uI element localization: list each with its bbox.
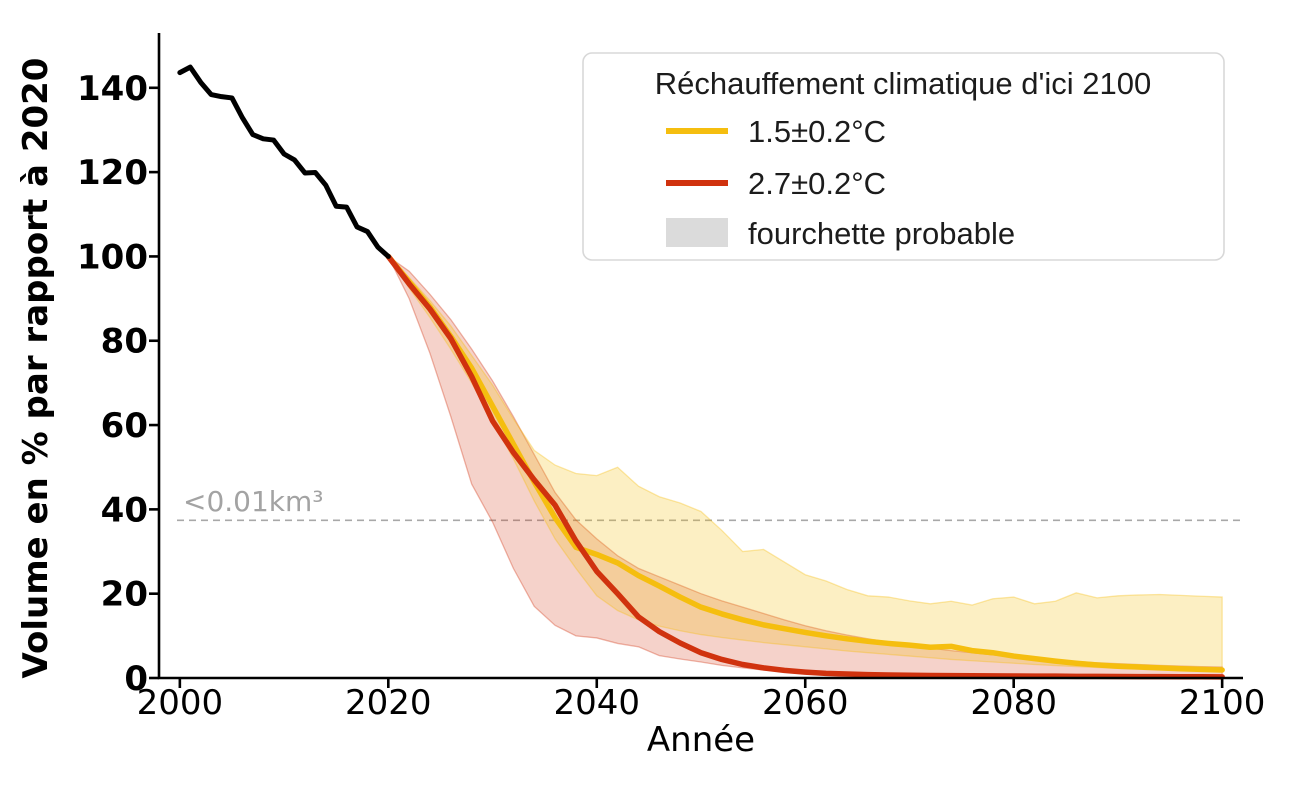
legend-label-likely-range: fourchette probable [748, 216, 1015, 251]
y-tick-label: 100 [77, 237, 148, 277]
axes [149, 33, 1243, 688]
y-axis-label: Volume en % par rapport à 2020 [16, 58, 56, 679]
y-tick-label: 140 [77, 69, 148, 109]
y-tick-label: 60 [101, 406, 148, 446]
legend-swatch-likely-range-patch [666, 218, 728, 247]
legend-entry-warming-1-5: 1.5±0.2°C [666, 114, 886, 149]
x-tick-label: 2060 [762, 683, 849, 723]
x-tick-label: 2100 [1179, 683, 1266, 723]
legend-entries: 1.5±0.2°C 2.7±0.2°C fourchette probable [666, 114, 1015, 251]
uncertainty-bands [387, 255, 1223, 678]
series-warming-2-7-line [385, 253, 1225, 680]
x-axis-label: Année [647, 720, 755, 760]
y-tick-label: 80 [101, 322, 148, 362]
legend-title: Réchauffement climatique d'ici 2100 [655, 66, 1151, 101]
threshold-annotation: <0.01km³ [183, 485, 324, 518]
legend-entry-warming-2-7: 2.7±0.2°C [666, 166, 886, 201]
y-tick-label: 40 [101, 490, 148, 530]
legend-label-warming-2-7: 2.7±0.2°C [748, 166, 886, 201]
x-tick-label: 2040 [554, 683, 641, 723]
y-tick-label: 120 [77, 153, 148, 193]
x-tick-label: 2080 [970, 683, 1057, 723]
y-tick-label: 20 [101, 575, 148, 615]
legend: Réchauffement climatique d'ici 2100 1.5±… [582, 52, 1225, 261]
legend-label-warming-1-5: 1.5±0.2°C [748, 114, 886, 149]
x-tick-label: 2020 [345, 683, 432, 723]
series-historical-line [177, 64, 391, 259]
series-lines [177, 64, 1225, 680]
x-tick-label: 2000 [137, 683, 224, 723]
legend-entry-likely-range: fourchette probable [666, 216, 1015, 251]
legend-box [582, 52, 1225, 261]
y-tick-label: 0 [124, 659, 148, 699]
